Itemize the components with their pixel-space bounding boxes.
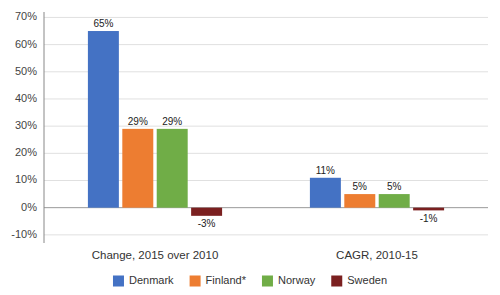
bars bbox=[88, 31, 444, 216]
y-tick-label: -10% bbox=[11, 228, 37, 240]
data-label: 5% bbox=[387, 181, 402, 192]
grid-line bbox=[44, 234, 488, 235]
legend-item: Norway bbox=[262, 274, 316, 287]
legend-swatch bbox=[113, 276, 124, 287]
bar bbox=[122, 129, 153, 208]
bar bbox=[344, 194, 375, 208]
x-tick-label: Change, 2015 over 2010 bbox=[92, 249, 219, 261]
legend-label: Denmark bbox=[129, 274, 174, 286]
legend-item: Denmark bbox=[113, 274, 174, 287]
data-label: 29% bbox=[128, 116, 148, 127]
bar bbox=[310, 178, 341, 208]
y-tick-label: 50% bbox=[15, 65, 37, 77]
x-tick-label: CAGR, 2010-15 bbox=[336, 249, 418, 261]
legend-swatch bbox=[262, 276, 273, 287]
chart: -10% 0% 10% 20% 30% 40% 50% 60% 70% 65% 11% 29% 5% 29… bbox=[0, 0, 500, 295]
data-label: 29% bbox=[162, 116, 182, 127]
data-label: -3% bbox=[198, 218, 216, 229]
bar bbox=[379, 194, 410, 208]
bar bbox=[413, 208, 444, 211]
legend-swatch bbox=[331, 276, 342, 287]
y-tick-label: 0% bbox=[21, 201, 37, 213]
data-labels: 65% 11% 29% 5% 29% 5% -3% -1% bbox=[93, 18, 437, 229]
y-tick-label: 30% bbox=[15, 119, 37, 131]
y-tick-label: 70% bbox=[15, 10, 37, 22]
grid bbox=[44, 17, 488, 234]
data-label: 65% bbox=[93, 18, 113, 29]
bar bbox=[157, 129, 188, 208]
y-tick-label: 10% bbox=[15, 173, 37, 185]
legend-swatch bbox=[190, 276, 201, 287]
bar bbox=[191, 208, 222, 216]
legend-item: Finland* bbox=[190, 274, 247, 287]
y-tick-label: 20% bbox=[15, 146, 37, 158]
y-axis-line bbox=[44, 12, 45, 243]
legend-label: Norway bbox=[278, 274, 316, 286]
legend-label: Finland* bbox=[206, 274, 247, 286]
legend-item: Sweden bbox=[331, 274, 387, 287]
y-tick-label: 40% bbox=[15, 92, 37, 104]
legend: Denmark Finland* Norway Sweden bbox=[113, 274, 387, 287]
legend-label: Sweden bbox=[347, 274, 387, 286]
data-label: 5% bbox=[353, 181, 368, 192]
y-tick-label: 60% bbox=[15, 38, 37, 50]
bar bbox=[88, 31, 119, 208]
data-label: 11% bbox=[316, 165, 335, 176]
data-label: -1% bbox=[420, 213, 438, 224]
